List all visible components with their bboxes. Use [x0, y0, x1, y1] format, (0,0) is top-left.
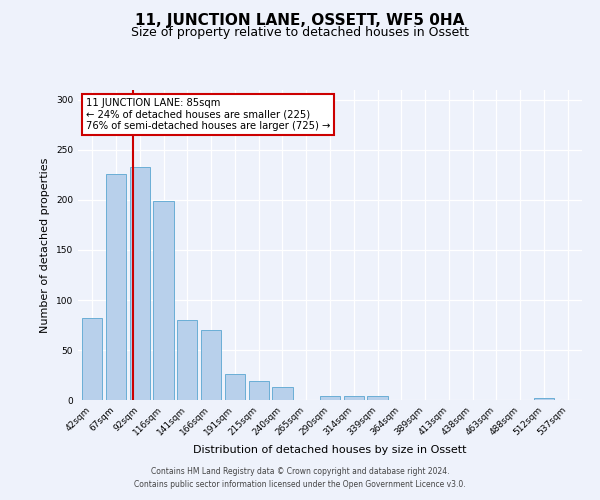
Bar — [177, 320, 197, 400]
Text: 11, JUNCTION LANE, OSSETT, WF5 0HA: 11, JUNCTION LANE, OSSETT, WF5 0HA — [136, 12, 464, 28]
Bar — [106, 174, 126, 400]
Bar — [367, 396, 388, 400]
Y-axis label: Number of detached properties: Number of detached properties — [40, 158, 50, 332]
Bar — [225, 374, 245, 400]
X-axis label: Distribution of detached houses by size in Ossett: Distribution of detached houses by size … — [193, 446, 467, 456]
Bar — [154, 201, 173, 400]
Bar — [130, 167, 150, 400]
Bar — [534, 398, 554, 400]
Bar — [272, 387, 293, 400]
Bar — [201, 330, 221, 400]
Text: 11 JUNCTION LANE: 85sqm
← 24% of detached houses are smaller (225)
76% of semi-d: 11 JUNCTION LANE: 85sqm ← 24% of detache… — [86, 98, 330, 131]
Bar — [344, 396, 364, 400]
Bar — [320, 396, 340, 400]
Text: Size of property relative to detached houses in Ossett: Size of property relative to detached ho… — [131, 26, 469, 39]
Text: Contains public sector information licensed under the Open Government Licence v3: Contains public sector information licen… — [134, 480, 466, 489]
Text: Contains HM Land Registry data © Crown copyright and database right 2024.: Contains HM Land Registry data © Crown c… — [151, 467, 449, 476]
Bar — [82, 318, 103, 400]
Bar — [248, 381, 269, 400]
